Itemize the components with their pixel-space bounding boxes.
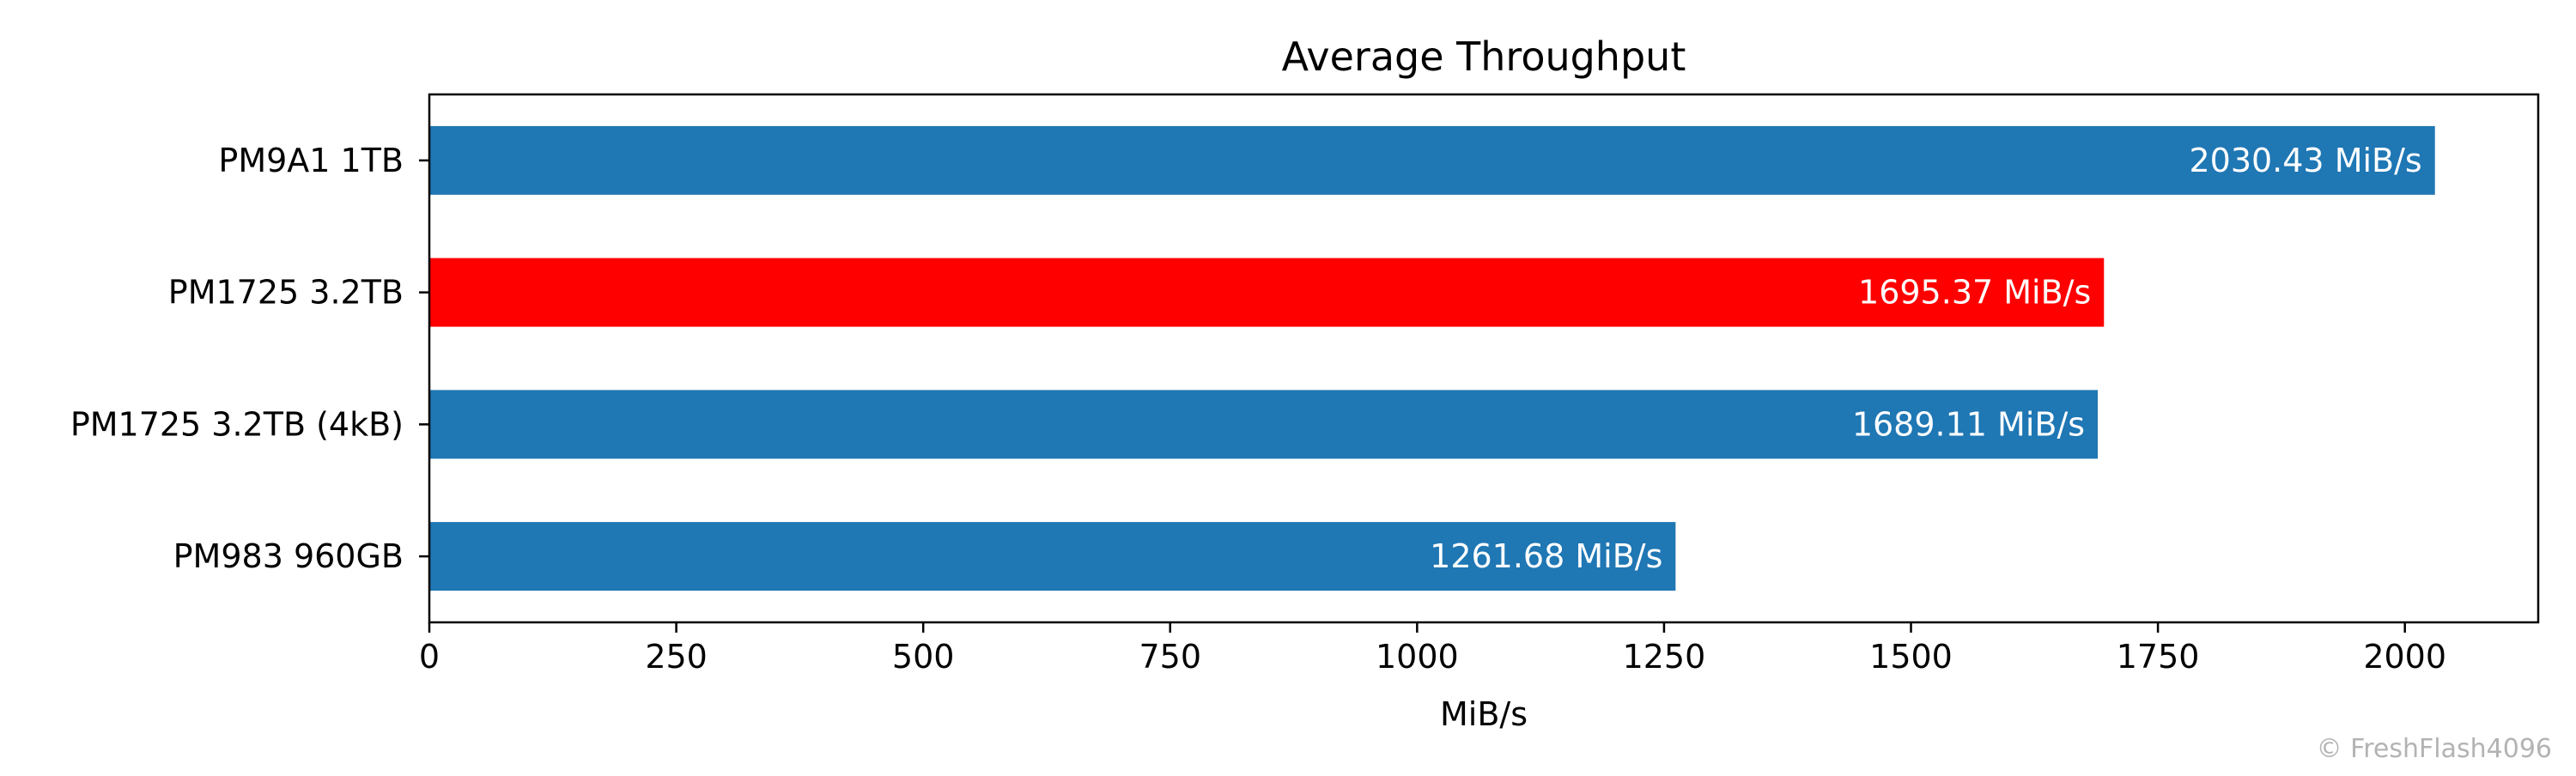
watermark: © FreshFlash4096 [2317,734,2552,764]
bars-layer: 2030.43 MiB/s 1695.37 MiB/s 1689.11 MiB/s 1… [429,125,2435,591]
bar-value-label-1: 1695.37 MiB/s [1858,274,2091,312]
y-tick-label-0: PM9A1 1TB [218,142,404,179]
bar-0 [429,125,2435,195]
x-tick-label-2: 500 [892,638,955,676]
bar-2 [429,390,2099,459]
x-tick-label-7: 1750 [2117,638,2200,676]
x-tick-label-5: 1250 [1623,638,1706,676]
x-tick-label-8: 2000 [2363,638,2446,676]
bar-value-label-2: 1689.11 MiB/s [1852,405,2085,443]
bar-value-label-0: 2030.43 MiB/s [2189,142,2421,179]
y-tick-label-3: PM983 960GB [173,537,404,575]
x-axis-label: MiB/s [1440,695,1528,733]
chart-title: Average Throughput [1282,33,1686,80]
y-axis: PM9A1 1TB PM1725 3.2TB PM1725 3.2TB (4kB) P… [70,142,429,575]
x-tick-label-0: 0 [419,638,440,676]
x-tick-label-6: 1500 [1869,638,1953,676]
x-tick-label-1: 250 [645,638,708,676]
plot-frame [428,93,2540,624]
x-axis: 0 250 500 750 1000 1250 1500 1750 2000 [419,622,2446,676]
y-tick-label-2: PM1725 3.2TB (4kB) [70,405,404,443]
x-tick-label-3: 750 [1139,638,1201,676]
y-tick-label-1: PM1725 3.2TB [168,274,404,312]
bar-1 [429,258,2105,327]
bar-value-label-3: 1261.68 MiB/s [1430,537,1662,575]
x-tick-label-4: 1000 [1376,638,1459,676]
bar-3 [429,522,1676,591]
